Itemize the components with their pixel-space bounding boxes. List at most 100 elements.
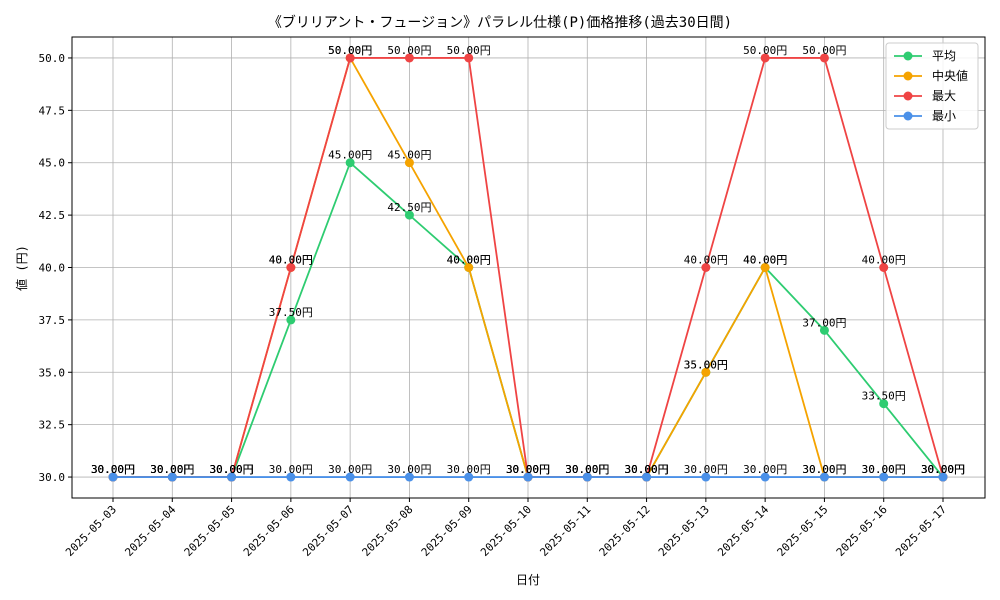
data-label: 30.00円 xyxy=(210,463,254,476)
data-label: 40.00円 xyxy=(862,254,906,267)
data-label: 30.00円 xyxy=(921,463,965,476)
data-point xyxy=(701,263,711,272)
data-point xyxy=(701,472,711,482)
data-point xyxy=(819,472,829,482)
data-point xyxy=(286,315,296,325)
data-label: 30.00円 xyxy=(506,463,550,476)
data-point xyxy=(819,53,829,63)
y-axis-label: 値 (円) xyxy=(14,245,29,291)
y-tick-label: 47.5 xyxy=(39,104,66,117)
data-label: 50.00円 xyxy=(743,44,787,57)
data-labels: 30.00円 30.00円 30.00円 37.50円 45.00円 42.50円 40.0… xyxy=(91,44,965,476)
legend-swatch-marker xyxy=(903,111,913,121)
data-point xyxy=(345,472,355,482)
data-label: 30.00円 xyxy=(91,463,135,476)
x-axis-label: 日付 xyxy=(516,573,540,587)
data-label: 40.00円 xyxy=(447,254,491,267)
data-label: 30.00円 xyxy=(91,463,135,476)
series-lines xyxy=(108,53,948,482)
data-point xyxy=(642,472,652,482)
data-label: 30.00円 xyxy=(91,463,135,476)
data-label: 30.00円 xyxy=(625,463,669,476)
data-label: 30.00円 xyxy=(328,463,372,476)
data-point xyxy=(345,158,355,168)
data-label: 40.00円 xyxy=(684,254,728,267)
data-point xyxy=(404,210,414,220)
x-tick-label: 2025-05-09 xyxy=(419,503,475,559)
legend-swatch-marker xyxy=(903,91,913,101)
y-tick-label: 50.0 xyxy=(39,52,66,65)
data-point xyxy=(286,263,296,272)
data-label: 30.00円 xyxy=(625,463,669,476)
data-label: 37.50円 xyxy=(269,306,313,319)
x-tick-label: 2025-05-10 xyxy=(478,503,534,559)
x-tick-label: 2025-05-15 xyxy=(775,503,831,559)
data-label: 30.00円 xyxy=(565,463,609,476)
data-label: 30.00円 xyxy=(862,463,906,476)
data-point xyxy=(523,472,533,482)
data-label: 30.00円 xyxy=(625,463,669,476)
data-label: 30.00円 xyxy=(506,463,550,476)
x-tick-label: 2025-05-12 xyxy=(597,503,653,559)
data-label: 30.00円 xyxy=(150,463,194,476)
data-point xyxy=(404,53,414,63)
y-tick-label: 42.5 xyxy=(39,209,66,222)
data-point xyxy=(286,472,296,482)
y-tick-label: 32.5 xyxy=(39,419,66,432)
data-label: 50.00円 xyxy=(802,44,846,57)
data-label: 30.00円 xyxy=(625,463,669,476)
y-tick-label: 37.5 xyxy=(39,314,66,327)
data-point xyxy=(404,472,414,482)
data-label: 30.00円 xyxy=(210,463,254,476)
data-point xyxy=(404,158,414,168)
x-tick-label: 2025-05-16 xyxy=(834,503,890,559)
data-label: 30.00円 xyxy=(150,463,194,476)
data-label: 30.00円 xyxy=(150,463,194,476)
data-point xyxy=(879,399,889,409)
data-label: 30.00円 xyxy=(565,463,609,476)
data-point xyxy=(760,263,770,272)
data-point xyxy=(819,325,829,335)
x-tick-label: 2025-05-05 xyxy=(182,503,238,559)
data-label: 40.00円 xyxy=(269,254,313,267)
data-label: 35.00円 xyxy=(684,358,728,371)
legend-box xyxy=(885,42,979,130)
data-label: 40.00円 xyxy=(269,254,313,267)
data-label: 45.00円 xyxy=(387,149,431,162)
data-label: 40.00円 xyxy=(743,254,787,267)
data-label: 30.00円 xyxy=(210,463,254,476)
x-tick-label: 2025-05-07 xyxy=(300,503,356,559)
legend-swatch-marker xyxy=(903,71,913,81)
data-point xyxy=(879,472,889,482)
data-label: 35.00円 xyxy=(684,358,728,371)
chart-title: 《ブリリアント・フュージョン》パラレル仕様(P)価格推移(過去30日間) xyxy=(268,14,732,31)
x-tick-label: 2025-05-08 xyxy=(360,503,416,559)
x-tick-label: 2025-05-04 xyxy=(122,503,178,559)
data-label: 30.00円 xyxy=(150,463,194,476)
data-point xyxy=(879,263,889,272)
axes: 30.0 32.5 35.0 37.5 40.0 42.5 45.0 47.5 50.0 2025… xyxy=(39,36,986,559)
data-point xyxy=(464,472,474,482)
data-label: 37.00円 xyxy=(802,316,846,329)
data-label: 30.00円 xyxy=(565,463,609,476)
x-tick-label: 2025-05-14 xyxy=(715,503,771,559)
x-tick-label: 2025-05-17 xyxy=(893,503,949,559)
data-label: 45.00円 xyxy=(328,149,372,162)
y-tick-label: 30.0 xyxy=(39,471,66,484)
data-point xyxy=(938,472,948,482)
x-tick-label: 2025-05-06 xyxy=(241,503,297,559)
legend-swatch-marker xyxy=(903,51,913,61)
data-label: 30.00円 xyxy=(506,463,550,476)
data-label: 30.00円 xyxy=(269,463,313,476)
data-point xyxy=(701,367,711,377)
data-label: 30.00円 xyxy=(91,463,135,476)
data-label: 30.00円 xyxy=(210,463,254,476)
data-point xyxy=(167,472,177,482)
data-label: 50.00円 xyxy=(447,44,491,57)
data-label: 30.00円 xyxy=(921,463,965,476)
data-label: 50.00円 xyxy=(328,44,372,57)
data-point xyxy=(760,472,770,482)
data-label: 30.00円 xyxy=(862,463,906,476)
